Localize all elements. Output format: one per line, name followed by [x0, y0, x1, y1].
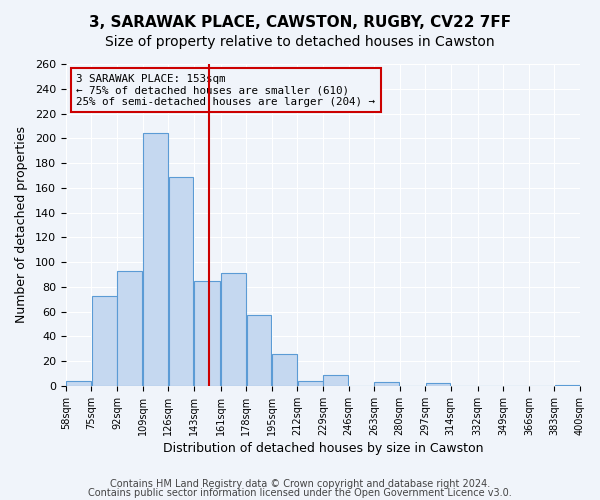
Bar: [143, 134, 168, 386]
Text: 3 SARAWAK PLACE: 153sqm
← 75% of detached houses are smaller (610)
25% of semi-d: 3 SARAWAK PLACE: 153sqm ← 75% of detache…: [76, 74, 375, 107]
Y-axis label: Number of detached properties: Number of detached properties: [15, 126, 28, 324]
Bar: [374, 382, 399, 386]
Bar: [323, 375, 348, 386]
Bar: [298, 381, 323, 386]
Bar: [169, 176, 193, 386]
Bar: [118, 271, 142, 386]
Text: Contains HM Land Registry data © Crown copyright and database right 2024.: Contains HM Land Registry data © Crown c…: [110, 479, 490, 489]
Bar: [272, 354, 297, 386]
Text: Size of property relative to detached houses in Cawston: Size of property relative to detached ho…: [105, 35, 495, 49]
Bar: [425, 384, 451, 386]
Bar: [194, 280, 220, 386]
Bar: [221, 274, 246, 386]
Bar: [555, 384, 580, 386]
Bar: [66, 381, 91, 386]
Text: Contains public sector information licensed under the Open Government Licence v3: Contains public sector information licen…: [88, 488, 512, 498]
Text: 3, SARAWAK PLACE, CAWSTON, RUGBY, CV22 7FF: 3, SARAWAK PLACE, CAWSTON, RUGBY, CV22 7…: [89, 15, 511, 30]
Bar: [92, 296, 116, 386]
Bar: [247, 316, 271, 386]
X-axis label: Distribution of detached houses by size in Cawston: Distribution of detached houses by size …: [163, 442, 483, 455]
